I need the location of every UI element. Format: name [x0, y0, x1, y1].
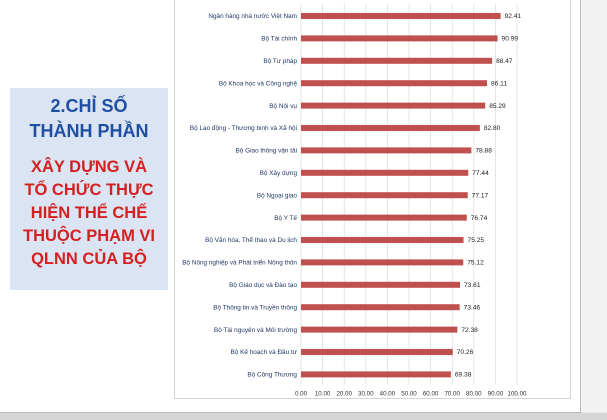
slide: 2.CHỈ SỐ THÀNH PHẦN XÂY DỰNG VÀ TỔ CHỨC …: [0, 0, 581, 413]
data-label: 69.38: [455, 372, 472, 379]
category-label: Bộ Kế hoạch và Đầu tư: [231, 347, 298, 356]
data-label: 77.17: [472, 192, 489, 199]
data-label: 92.41: [505, 13, 522, 20]
x-tick-label: 60.00: [423, 390, 439, 397]
category-label: Bộ Công Thương: [247, 372, 297, 379]
category-label: Bộ Lao động - Thương binh và Xã hội: [190, 125, 297, 132]
data-label: 73.61: [464, 282, 481, 289]
data-label: 72.38: [461, 327, 478, 334]
category-label: Bộ Giáo dục và Đào tạo: [229, 282, 297, 289]
bar: [301, 125, 480, 131]
x-tick-label: 50.00: [401, 390, 417, 397]
category-label: Bộ Văn hóa, Thể thao và Du lịch: [205, 236, 297, 244]
category-label: Bộ Giao thông vận tải: [236, 148, 297, 155]
panel-title: 2.CHỈ SỐ THÀNH PHẦN: [29, 96, 149, 141]
data-label: 85.29: [489, 103, 506, 110]
data-label: 77.44: [472, 170, 489, 177]
bar: [301, 259, 464, 266]
panel-subtitle: XÂY DỰNG VÀ TỔ CHỨC THỰC HIỆN THỂ CHẾ TH…: [23, 158, 155, 268]
data-label: 70.26: [457, 349, 474, 356]
bar: [301, 147, 472, 154]
x-tick-label: 100.00: [508, 390, 527, 397]
bar: [301, 326, 458, 333]
data-label: 82.80: [484, 125, 501, 132]
category-label: Bộ Nông nghiệp và Phát triển Nông thôn: [182, 259, 297, 267]
data-label: 76.74: [471, 215, 488, 222]
bar: [301, 169, 469, 176]
bar: [301, 13, 501, 19]
x-tick-label: 90.00: [488, 390, 504, 397]
bar: [301, 35, 498, 42]
bar: [301, 349, 453, 355]
bottom-bar: [0, 413, 607, 420]
chart-frame: 0.00 10.00 20.00 30.00 40.00 50.00 60.00 70.00 8…: [174, 0, 571, 399]
bar: [301, 102, 486, 109]
data-label: 88.47: [496, 58, 513, 65]
bar: [301, 214, 467, 221]
category-label: Bộ Thông tin và Truyền thông: [213, 302, 297, 311]
bar: [301, 304, 460, 311]
data-label: 90.99: [502, 36, 519, 43]
bar: [301, 192, 468, 199]
x-tick-label: 0.00: [295, 390, 308, 397]
bar: [301, 237, 464, 243]
data-label: 75.12: [467, 260, 484, 267]
x-tick-label: 10.00: [315, 390, 331, 397]
category-label: Bộ Xây dựng: [260, 170, 298, 177]
category-label: Bộ Y Tế: [274, 213, 297, 222]
bar-chart: 0.00 10.00 20.00 30.00 40.00 50.00 60.00 70.00 8…: [182, 4, 527, 397]
bar: [301, 57, 493, 64]
data-label: 78.88: [475, 148, 492, 155]
data-label: 73.46: [464, 304, 481, 311]
x-tick-label: 30.00: [358, 390, 374, 397]
x-tick-label: 70.00: [444, 390, 460, 397]
bar: [301, 80, 487, 87]
x-tick-label: 80.00: [466, 390, 482, 397]
bar: [301, 371, 451, 378]
category-label: Bộ Khoa học và Công nghệ: [219, 80, 298, 87]
category-label: Ngân hàng nhà nước Việt Nam: [208, 13, 297, 20]
data-label: 75.25: [468, 237, 485, 244]
x-tick-label: 20.00: [336, 390, 352, 397]
category-label: Bộ Tài nguyên và Môi trường: [214, 327, 297, 334]
category-label: Bộ Nội vụ: [269, 103, 297, 110]
category-label: Bộ Tài chính: [261, 36, 297, 43]
category-label: Bộ Tư pháp: [263, 58, 297, 65]
title-panel: 2.CHỈ SỐ THÀNH PHẦN XÂY DỰNG VÀ TỔ CHỨC …: [10, 88, 168, 290]
right-gutter: [581, 0, 607, 412]
data-label: 86.11: [491, 80, 507, 87]
bar: [301, 281, 460, 288]
x-tick-label: 40.00: [380, 390, 396, 397]
category-label: Bộ Ngoại giao: [257, 192, 298, 199]
